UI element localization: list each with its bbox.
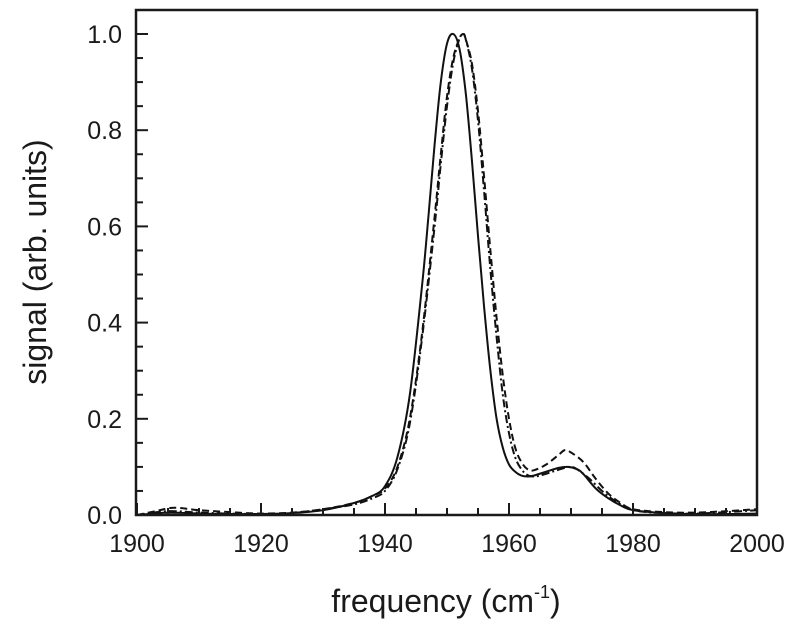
x-tick-label: 1940 — [357, 530, 413, 558]
x-axis-title-close: ) — [550, 583, 561, 619]
x-tick-label: 2000 — [729, 530, 785, 558]
x-tick-label: 1900 — [109, 530, 165, 558]
y-tick-labels: 0.0 0.2 0.4 0.6 0.8 1.0 — [87, 21, 122, 530]
x-tick-label: 1980 — [605, 530, 661, 558]
x-tick-labels: 1900 1920 1940 1960 1980 2000 — [109, 530, 785, 558]
y-tick-label: 0.6 — [87, 213, 122, 241]
plot-frame — [134, 8, 759, 517]
y-tick-label: 1.0 — [87, 21, 122, 49]
x-tick-label: 1920 — [233, 530, 289, 558]
x-axis-title: frequency (cm-1) — [331, 582, 560, 619]
x-tick-label: 1960 — [481, 530, 537, 558]
series-line-dashed — [136, 33, 758, 516]
y-axis-title: signal (arb. units) — [17, 139, 53, 384]
x-axis-title-sup: -1 — [534, 582, 550, 602]
y-tick-label: 0.0 — [87, 502, 122, 530]
series-layer — [136, 32, 758, 516]
y-tick-label: 0.4 — [87, 310, 122, 338]
y-tick-label: 0.2 — [87, 406, 122, 434]
series-line-dash-dot — [136, 32, 758, 516]
y-tick-label: 0.8 — [87, 117, 122, 145]
x-axis-title-main: frequency (cm — [331, 583, 534, 619]
